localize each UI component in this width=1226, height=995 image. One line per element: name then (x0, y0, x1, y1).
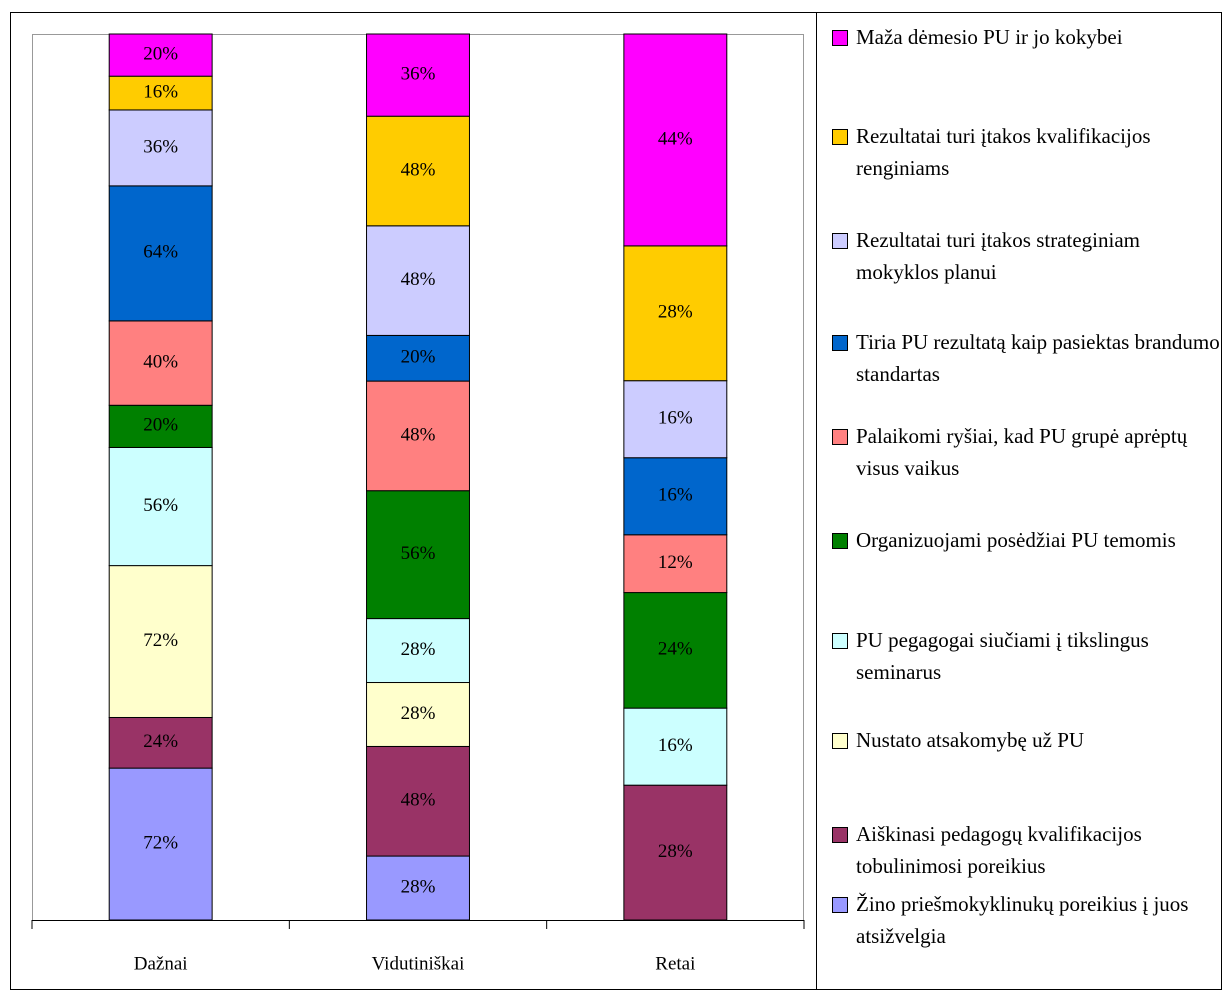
data-label: 56% (143, 495, 178, 516)
bar-segment (366, 682, 470, 747)
bar-segment (623, 245, 728, 382)
legend-item: Rezultatai turi įtakos strateginiam moky… (832, 224, 1222, 288)
bar-segment (623, 534, 728, 594)
bar-segment (366, 33, 470, 117)
legend-item: Nustato atsakomybę už PU (832, 724, 1222, 756)
data-label: 16% (658, 735, 693, 756)
legend-swatch (832, 335, 848, 351)
legend-swatch (832, 633, 848, 649)
legend-label: Rezultatai turi įtakos strateginiam moky… (856, 228, 1141, 284)
bar-segment (366, 380, 470, 492)
data-label: 28% (658, 841, 693, 862)
legend-label: Tiria PU rezultatą kaip pasiektas brandu… (856, 330, 1220, 386)
x-tick-label: Dažnai (134, 953, 188, 974)
data-label: 72% (143, 832, 178, 853)
legend-item: Maža dėmesio PU ir jo kokybei (832, 21, 1222, 53)
bar-segment (366, 334, 470, 382)
data-label: 48% (401, 424, 436, 445)
legend-swatch (832, 233, 848, 249)
data-label: 28% (401, 876, 436, 897)
data-label: 48% (401, 790, 436, 811)
legend-swatch (832, 533, 848, 549)
bar-segment (366, 225, 470, 336)
data-label: 64% (143, 242, 178, 263)
data-label: 16% (658, 485, 693, 506)
bar-segment (108, 320, 213, 406)
bar-segment (623, 592, 728, 709)
legend-label: Aiškinasi pedagogų kvalifikacijos tobuli… (856, 822, 1142, 878)
x-tick-label: Vidutiniškai (372, 953, 465, 974)
data-label: 20% (401, 347, 436, 368)
data-label: 16% (143, 81, 178, 102)
bar-segment (623, 33, 728, 247)
data-label: 28% (658, 302, 693, 323)
data-label: 48% (401, 269, 436, 290)
bar-segment (366, 855, 470, 921)
legend-label: Palaikomi ryšiai, kad PU grupė aprėptų v… (856, 424, 1188, 480)
legend-item: Palaikomi ryšiai, kad PU grupė aprėptų v… (832, 420, 1222, 484)
bar-segment (108, 404, 213, 448)
data-label: 24% (143, 731, 178, 752)
legend-item: Rezultatai turi įtakos kvalifikacijos re… (832, 120, 1222, 184)
bar-segment (108, 33, 213, 77)
data-label: 20% (143, 43, 178, 64)
bar-segment (366, 745, 470, 857)
bar-segment (623, 707, 728, 786)
data-label: 12% (658, 552, 693, 573)
legend-swatch (832, 897, 848, 913)
data-label: 28% (401, 639, 436, 660)
legend-swatch (832, 827, 848, 843)
legend-item: Žino priešmokyklinukų poreikius į juos a… (832, 888, 1222, 952)
legend-label: Maža dėmesio PU ir jo kokybei (856, 25, 1123, 49)
x-tick-label: Retai (655, 953, 695, 974)
legend-label: Organizuojami posėdžiai PU temomis (856, 528, 1176, 552)
legend-swatch (832, 733, 848, 749)
legend-item: Tiria PU rezultatą kaip pasiektas brandu… (832, 326, 1222, 390)
bar-segment (366, 115, 470, 227)
data-label: 36% (401, 63, 436, 84)
bar-segment (108, 185, 213, 322)
bar-segment (108, 565, 213, 718)
data-label: 56% (401, 543, 436, 564)
data-label: 16% (658, 408, 693, 429)
data-label: 20% (143, 415, 178, 436)
data-label: 36% (143, 136, 178, 157)
bar-segment (366, 618, 470, 684)
legend-swatch (832, 30, 848, 46)
legend-item: Aiškinasi pedagogų kvalifikacijos tobuli… (832, 818, 1222, 882)
legend-box (816, 12, 1222, 990)
data-label: 44% (658, 128, 693, 149)
data-label: 24% (658, 639, 693, 660)
legend-label: Nustato atsakomybę už PU (856, 728, 1085, 752)
bar-segment (108, 75, 213, 111)
bar-segment (108, 446, 213, 567)
legend-label: Rezultatai turi įtakos kvalifikacijos re… (856, 124, 1151, 180)
legend-swatch (832, 429, 848, 445)
bar-segment (623, 457, 728, 536)
legend-item: Organizuojami posėdžiai PU temomis (832, 524, 1222, 556)
legend-item: PU pegagogai siučiami į tikslingus semin… (832, 624, 1222, 688)
bar-segment (108, 716, 213, 769)
bar-segment (108, 109, 213, 187)
data-label: 72% (143, 630, 178, 651)
data-label: 28% (401, 703, 436, 724)
data-label: 40% (143, 351, 178, 372)
legend-swatch (832, 129, 848, 145)
legend-label: Žino priešmokyklinukų poreikius į juos a… (856, 892, 1189, 948)
legend-label: PU pegagogai siučiami į tikslingus semin… (856, 628, 1149, 684)
data-label: 48% (401, 159, 436, 180)
